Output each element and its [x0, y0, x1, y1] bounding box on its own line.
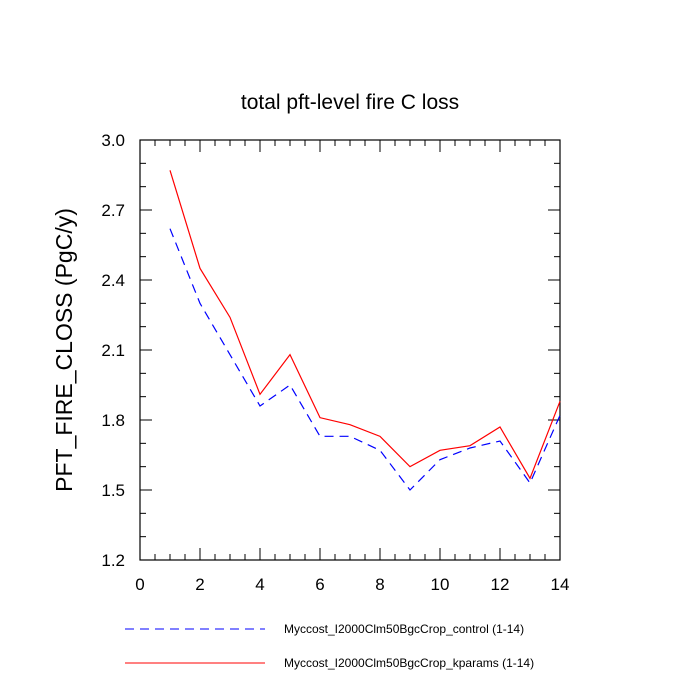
y-tick-label: 1.5 — [101, 481, 125, 500]
chart-title: total pft-level fire C loss — [241, 91, 459, 114]
x-tick-label: 0 — [135, 575, 144, 594]
axis-ticks: 0 2 4 6 8 10 12 14 1.2 1.5 1.8 2.1 2.4 2.7 3.0 — [101, 131, 569, 594]
y-tick-label: 2.7 — [101, 201, 125, 220]
x-tick-label: 14 — [551, 575, 570, 594]
y-tick-label: 2.4 — [101, 271, 125, 290]
series-lines — [169, 170, 561, 491]
series-line-kparams — [169, 170, 561, 480]
x-tick-label: 8 — [375, 575, 384, 594]
legend-label: Myccost_I2000Clm50BgcCrop_kparams (1-14) — [284, 656, 534, 670]
y-tick-label: 1.8 — [101, 411, 125, 430]
x-tick-label: 10 — [431, 575, 450, 594]
x-tick-label: 6 — [315, 575, 324, 594]
legend-label: Myccost_I2000Clm50BgcCrop_control (1-14) — [284, 622, 524, 636]
y-tick-label: 2.1 — [101, 341, 125, 360]
x-tick-label: 2 — [195, 575, 204, 594]
y-tick-label: 3.0 — [101, 131, 125, 150]
plot-frame — [139, 139, 561, 561]
legend: Myccost_I2000Clm50BgcCrop_control (1-14)… — [125, 622, 534, 670]
y-axis-label: PFT_FIRE_CLOSS (PgC/y) — [51, 208, 77, 492]
x-tick-label: 4 — [255, 575, 264, 594]
y-tick-label: 1.2 — [101, 551, 125, 570]
x-tick-label: 12 — [491, 575, 510, 594]
series-line-control — [169, 228, 561, 491]
